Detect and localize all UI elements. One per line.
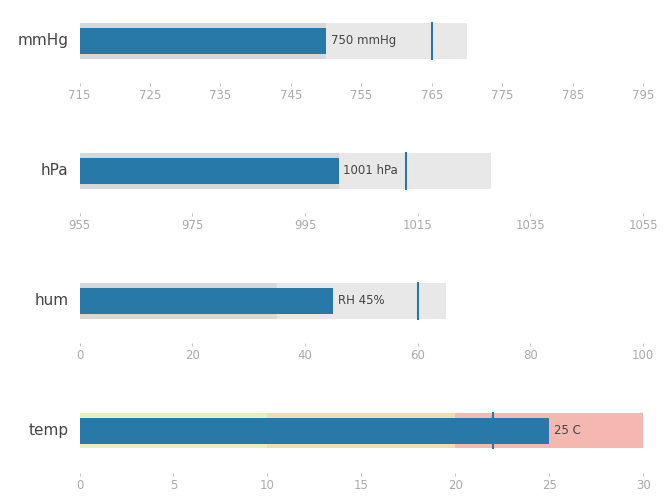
Bar (339, 153, 491, 189)
Bar (267, 413, 455, 449)
Bar (326, 23, 467, 59)
Bar (80, 158, 339, 184)
Y-axis label: hPa: hPa (40, 163, 68, 178)
Y-axis label: hum: hum (34, 293, 68, 308)
Bar (80, 283, 277, 319)
Bar (277, 283, 446, 319)
Text: 25 C: 25 C (554, 424, 581, 437)
Bar (80, 23, 326, 59)
Bar (80, 288, 333, 314)
Y-axis label: temp: temp (28, 423, 68, 438)
Y-axis label: mmHg: mmHg (17, 33, 68, 48)
Bar (80, 418, 549, 444)
Text: 1001 hPa: 1001 hPa (343, 164, 398, 177)
Text: RH 45%: RH 45% (337, 294, 385, 307)
Bar (455, 413, 643, 449)
Bar (80, 153, 339, 189)
Bar (80, 28, 326, 54)
Text: 750 mmHg: 750 mmHg (331, 34, 396, 47)
Bar (80, 413, 267, 449)
